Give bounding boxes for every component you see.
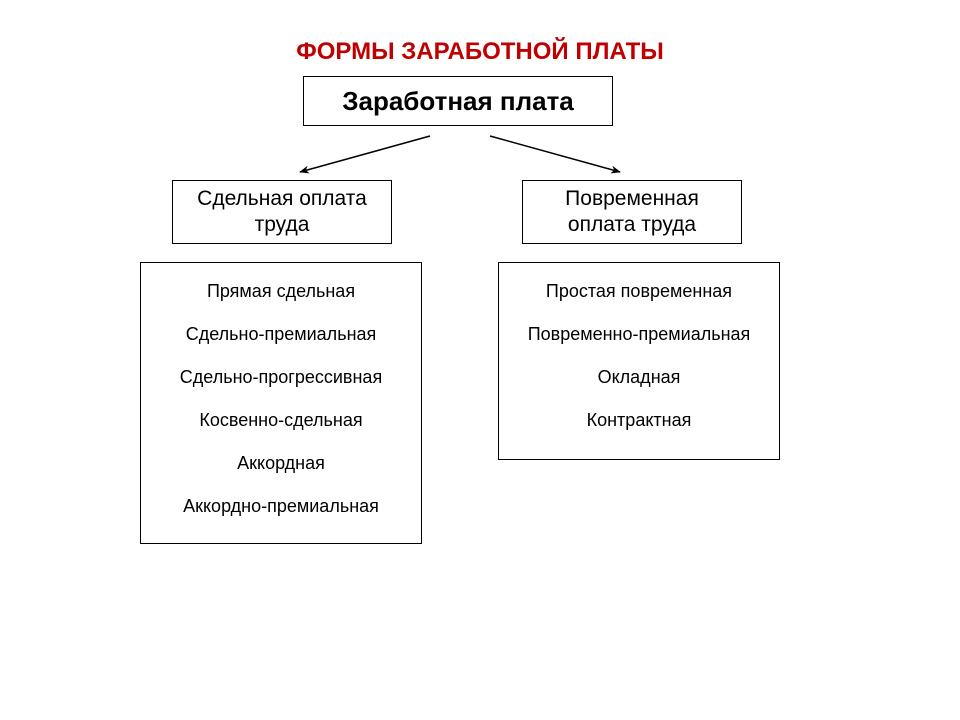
list-item: Простая повременная [546, 281, 732, 302]
connector-arrow [300, 136, 430, 172]
root-node-label: Заработная плата [342, 85, 574, 118]
branch-node: Повременнаяоплата труда [522, 180, 742, 244]
branch-node-label-line: оплата труда [568, 212, 696, 238]
list-item: Сдельно-премиальная [186, 324, 377, 345]
connector-arrow [490, 136, 620, 172]
branch-items-list: Прямая сдельная Сдельно-премиальная Сдельн… [140, 262, 422, 544]
root-node: Заработная плата [303, 76, 613, 126]
diagram-title: ФОРМЫ ЗАРАБОТНОЙ ПЛАТЫ [0, 38, 960, 66]
branch-node-label-line: Сдельная оплата [197, 186, 367, 212]
list-item: Косвенно-сдельная [199, 410, 362, 431]
list-item: Повременно-премиальная [528, 324, 751, 345]
branch-node: Сдельная оплататруда [172, 180, 392, 244]
branch-node-label-line: труда [255, 212, 310, 238]
list-item: Сдельно-прогрессивная [180, 367, 382, 388]
branch-items-list: Простая повременная Повременно-премиальна… [498, 262, 780, 460]
list-item: Контрактная [587, 410, 692, 431]
list-item: Аккордная [237, 453, 325, 474]
list-item: Аккордно-премиальная [183, 496, 379, 517]
list-item: Прямая сдельная [207, 281, 355, 302]
list-item: Окладная [598, 367, 681, 388]
branch-node-label-line: Повременная [565, 186, 699, 212]
